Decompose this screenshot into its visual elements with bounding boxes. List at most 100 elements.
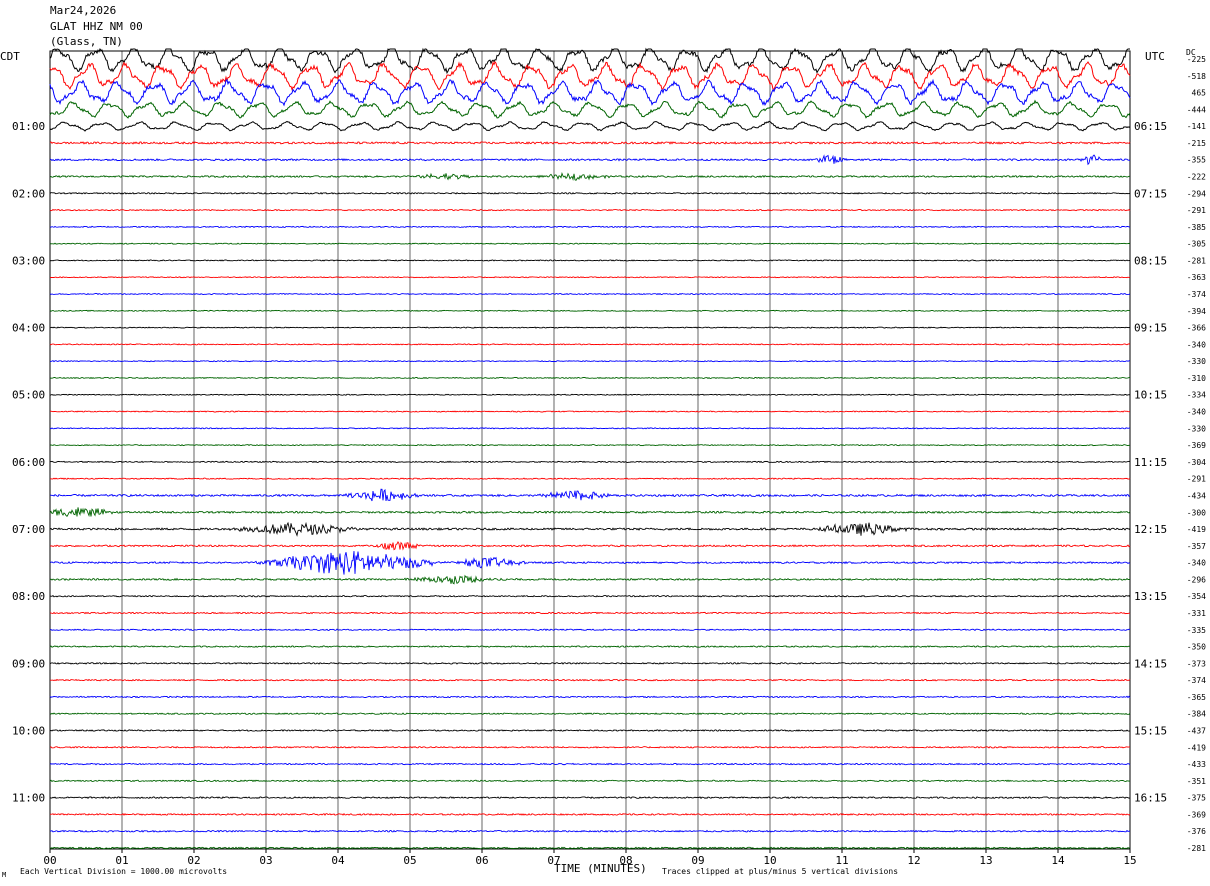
trace-row-47	[49, 846, 1131, 850]
x-axis-title: TIME (MINUTES)	[554, 862, 647, 875]
trace-row-17	[49, 343, 1131, 346]
trace-row-4	[49, 120, 1131, 132]
trace-row-24	[49, 460, 1131, 464]
recording-date: Mar24,2026	[50, 4, 117, 17]
trace-row-15	[49, 309, 1131, 312]
right-timezone: UTC	[1145, 50, 1165, 63]
dc-offset-row-37: -374	[1187, 676, 1206, 685]
x-tick-label-11: 11	[835, 854, 848, 867]
dc-offset-row-8: -294	[1187, 189, 1206, 198]
dc-offset-row-1: -518	[1187, 72, 1206, 81]
right-hour-label-40: 15:15	[1134, 724, 1167, 737]
x-tick-label-13: 13	[979, 854, 992, 867]
clip-note: Traces clipped at plus/minus 5 vertical …	[662, 867, 899, 876]
dc-offset-row-21: -340	[1187, 408, 1206, 417]
x-tick-label-15: 15	[1123, 854, 1136, 867]
dc-offset-row-32: -354	[1187, 592, 1206, 601]
left-hour-label-24: 06:00	[12, 456, 45, 469]
dc-header: DC	[1186, 48, 1196, 57]
x-tick-label-05: 05	[403, 854, 416, 867]
dc-offset-row-11: -305	[1187, 240, 1206, 249]
trace-row-31	[49, 574, 1131, 585]
x-tick-label-07: 07	[547, 854, 560, 867]
dc-offset-row-20: -334	[1187, 391, 1206, 400]
trace-row-11	[49, 242, 1131, 245]
trace-row-7	[49, 172, 1131, 182]
dc-offset-row-19: -310	[1187, 374, 1206, 383]
dc-offset-row-28: -419	[1187, 525, 1206, 534]
dc-offset-row-18: -330	[1187, 357, 1206, 366]
trace-row-19	[49, 376, 1130, 380]
dc-offset-row-2: 465	[1192, 89, 1207, 98]
trace-row-22	[49, 427, 1131, 430]
trace-row-36	[49, 662, 1131, 665]
right-hour-label-32: 13:15	[1134, 590, 1167, 603]
left-hour-label-32: 08:00	[12, 590, 45, 603]
dc-offset-row-43: -351	[1187, 777, 1206, 786]
trace-row-32	[49, 594, 1131, 598]
dc-offset-row-15: -394	[1187, 307, 1206, 316]
left-hour-label-8: 02:00	[12, 187, 45, 200]
left-hour-label-20: 05:00	[12, 389, 45, 402]
dc-offset-row-33: -331	[1187, 609, 1206, 618]
dc-offset-row-7: -222	[1187, 173, 1206, 182]
dc-offset-row-36: -373	[1187, 659, 1206, 668]
dc-offset-row-42: -433	[1187, 760, 1206, 769]
left-hour-label-44: 11:00	[12, 792, 45, 805]
dc-offset-row-24: -304	[1187, 458, 1206, 467]
left-hour-label-36: 09:00	[12, 657, 45, 670]
left-hour-label-28: 07:00	[12, 523, 45, 536]
header-block: Mar24,2026 GLAT HHZ NM 00 (Glass, TN)	[50, 3, 143, 50]
trace-row-20	[49, 393, 1131, 396]
trace-row-6	[49, 154, 1131, 166]
station-location: (Glass, TN)	[50, 35, 123, 48]
right-hour-label-12: 08:15	[1134, 254, 1167, 267]
trace-row-39	[49, 712, 1131, 715]
x-tick-label-01: 01	[115, 854, 128, 867]
trace-row-29	[49, 540, 1131, 551]
trace-row-2	[49, 78, 1131, 107]
seismogram-traces	[49, 47, 1131, 850]
dc-offset-row-45: -369	[1187, 810, 1206, 819]
x-tick-label-10: 10	[763, 854, 776, 867]
station-code: GLAT HHZ NM 00	[50, 19, 143, 33]
trace-row-45	[49, 812, 1131, 816]
trace-row-41	[49, 745, 1130, 749]
trace-row-5	[49, 141, 1131, 145]
x-tick-label-06: 06	[475, 854, 488, 867]
trace-row-1	[49, 60, 1131, 91]
x-tick-label-03: 03	[259, 854, 272, 867]
right-hour-label-20: 10:15	[1134, 389, 1167, 402]
trace-row-38	[49, 695, 1131, 699]
trace-row-40	[49, 729, 1131, 732]
dc-offset-row-26: -434	[1187, 491, 1206, 500]
trace-row-26	[49, 488, 1131, 502]
trace-row-0	[49, 47, 1130, 75]
trace-row-28	[49, 521, 1131, 537]
x-tick-label-12: 12	[907, 854, 920, 867]
trace-row-10	[49, 225, 1131, 229]
x-tick-label-04: 04	[331, 854, 345, 867]
plot-frame	[49, 50, 1131, 850]
right-hour-label-4: 06:15	[1134, 120, 1167, 133]
trace-row-9	[49, 208, 1131, 212]
dc-offset-row-27: -300	[1187, 508, 1206, 517]
right-hour-label-16: 09:15	[1134, 322, 1167, 335]
dc-offset-row-38: -365	[1187, 693, 1206, 702]
left-hour-label-16: 04:00	[12, 322, 45, 335]
dc-offset-row-13: -363	[1187, 273, 1206, 282]
trace-row-33	[49, 611, 1131, 615]
dc-offset-row-9: -291	[1187, 206, 1206, 215]
trace-row-37	[49, 678, 1131, 682]
x-tick-label-00: 00	[43, 854, 56, 867]
trace-row-21	[50, 410, 1131, 413]
minute-gridlines	[49, 50, 1131, 853]
dc-offset-row-34: -335	[1187, 626, 1206, 635]
trace-row-13	[49, 276, 1131, 279]
right-hour-label-28: 12:15	[1134, 523, 1167, 536]
right-hour-label-8: 07:15	[1134, 187, 1167, 200]
trace-row-18	[49, 360, 1131, 363]
trace-row-34	[49, 628, 1131, 632]
left-hour-label-4: 01:00	[12, 120, 45, 133]
